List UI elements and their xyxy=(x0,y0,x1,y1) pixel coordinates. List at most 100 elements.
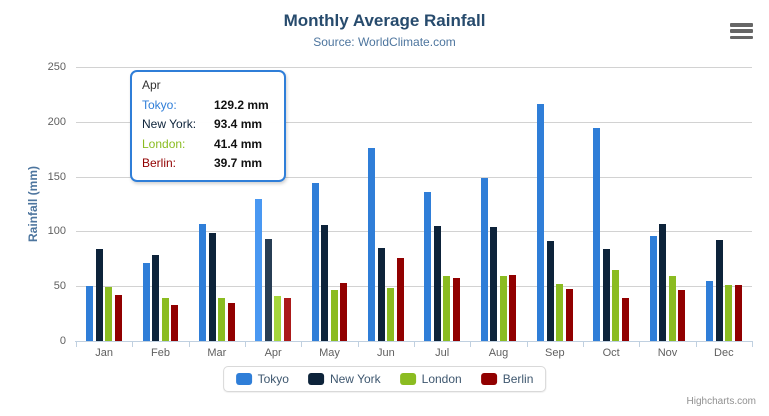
bar-berlin-mar[interactable] xyxy=(227,303,235,341)
x-axis-tick xyxy=(639,342,641,347)
legend-item-tokyo[interactable]: Tokyo xyxy=(235,372,289,386)
tooltip-row: Berlin: 39.7 mm xyxy=(142,154,274,174)
bar-newyork-oct[interactable] xyxy=(602,249,610,341)
hamburger-icon[interactable] xyxy=(730,23,753,39)
bar-newyork-mar[interactable] xyxy=(208,233,216,341)
bar-london-feb[interactable] xyxy=(161,298,169,341)
x-axis-tick xyxy=(188,342,190,347)
x-axis-tick xyxy=(357,342,359,347)
bar-newyork-aug[interactable] xyxy=(490,226,498,341)
x-tick-label: Sep xyxy=(545,347,565,359)
bar-tokyo-oct[interactable] xyxy=(593,128,601,341)
chart-title: Monthly Average Rainfall xyxy=(283,11,486,30)
bar-tokyo-jan[interactable] xyxy=(86,286,94,341)
legend-swatch-icon xyxy=(480,373,497,385)
tooltip: Apr Tokyo: 129.2 mm New York: 93.4 mm London… xyxy=(130,70,286,182)
tooltip-series-label: Tokyo: xyxy=(142,97,177,112)
legend-swatch-icon xyxy=(399,373,416,385)
x-tick-label: Jul xyxy=(435,347,450,359)
x-axis-tick xyxy=(132,342,134,347)
y-tick-label: 200 xyxy=(47,115,66,128)
bar-newyork-jun[interactable] xyxy=(377,248,385,341)
legend-swatch-icon xyxy=(307,373,324,385)
bar-newyork-jan[interactable] xyxy=(95,249,103,341)
x-tick-label: Feb xyxy=(151,347,170,359)
bar-tokyo-may[interactable] xyxy=(311,183,319,341)
x-axis-tick xyxy=(526,342,528,347)
x-tick-label: May xyxy=(319,347,340,359)
x-axis-tick xyxy=(470,342,472,347)
bar-london-apr[interactable] xyxy=(274,295,282,341)
x-axis-tick xyxy=(414,342,415,347)
bar-berlin-sep[interactable] xyxy=(565,288,573,341)
bar-tokyo-mar[interactable] xyxy=(198,224,206,341)
plot-area xyxy=(75,67,753,347)
x-tick-label: Jun xyxy=(376,347,395,359)
x-axis-line xyxy=(75,341,753,342)
x-axis-tick xyxy=(76,342,77,347)
tooltip-row: London: 41.4 mm xyxy=(142,135,274,155)
bar-newyork-jul[interactable] xyxy=(433,225,441,341)
bar-tokyo-feb[interactable] xyxy=(142,262,150,341)
tooltip-series-label: Berlin: xyxy=(142,156,177,170)
x-tick-label: Mar xyxy=(207,347,227,359)
bar-berlin-nov[interactable] xyxy=(678,289,686,341)
bar-newyork-nov[interactable] xyxy=(659,224,667,341)
y-tick-label: 50 xyxy=(53,280,66,293)
bar-london-dec[interactable] xyxy=(725,284,733,341)
bar-newyork-may[interactable] xyxy=(321,224,329,341)
x-tick-label: Apr xyxy=(264,347,282,359)
bar-london-nov[interactable] xyxy=(668,276,676,341)
legend-item-london[interactable]: London xyxy=(399,372,462,386)
bar-newyork-apr[interactable] xyxy=(264,238,272,341)
credits-link[interactable]: Highcharts.com xyxy=(686,396,756,407)
gridline-50 xyxy=(76,286,752,288)
legend-label: Berlin xyxy=(502,372,534,386)
legend-label: Tokyo xyxy=(257,372,289,386)
bar-london-jan[interactable] xyxy=(105,287,113,341)
bar-london-jul[interactable] xyxy=(443,276,451,341)
bar-berlin-jul[interactable] xyxy=(453,278,461,341)
bar-london-jun[interactable] xyxy=(387,288,395,341)
tooltip-category: Apr xyxy=(142,78,161,92)
y-tick-label: 0 xyxy=(59,335,66,347)
bar-tokyo-nov[interactable] xyxy=(649,236,657,341)
bar-london-mar[interactable] xyxy=(218,297,226,341)
gridline-100 xyxy=(76,231,752,233)
bar-newyork-dec[interactable] xyxy=(715,239,723,341)
x-tick-label: Nov xyxy=(657,347,678,359)
bar-london-oct[interactable] xyxy=(612,269,620,341)
bar-berlin-jan[interactable] xyxy=(115,294,123,341)
bar-berlin-may[interactable] xyxy=(340,283,348,341)
tooltip-value: 129.2 mm xyxy=(214,97,269,112)
bar-tokyo-dec[interactable] xyxy=(705,281,713,341)
bar-tokyo-jun[interactable] xyxy=(367,148,375,341)
x-axis-tick xyxy=(301,342,303,347)
bar-berlin-apr[interactable] xyxy=(284,297,292,341)
x-axis-tick xyxy=(695,342,697,347)
bar-tokyo-apr[interactable] xyxy=(255,199,263,341)
bar-berlin-feb[interactable] xyxy=(171,304,179,341)
legend-item-newyork[interactable]: New York xyxy=(307,372,381,386)
bar-berlin-oct[interactable] xyxy=(622,298,630,341)
bar-tokyo-sep[interactable] xyxy=(536,103,544,341)
bar-berlin-dec[interactable] xyxy=(734,285,742,341)
bar-newyork-feb[interactable] xyxy=(152,254,160,341)
tooltip-value: 41.4 mm xyxy=(214,136,263,151)
bar-london-sep[interactable] xyxy=(556,283,564,341)
bar-berlin-jun[interactable] xyxy=(396,258,404,341)
chart-subtitle: Source: WorldClimate.com xyxy=(313,35,456,49)
bar-london-may[interactable] xyxy=(330,289,338,341)
bar-tokyo-jul[interactable] xyxy=(424,192,432,341)
bar-newyork-sep[interactable] xyxy=(546,241,554,341)
x-tick-label: Aug xyxy=(488,347,509,359)
legend-item-berlin[interactable]: Berlin xyxy=(480,372,534,386)
bar-london-aug[interactable] xyxy=(499,275,507,341)
bar-tokyo-aug[interactable] xyxy=(480,178,488,341)
y-tick-label: 100 xyxy=(47,225,66,238)
bar-berlin-aug[interactable] xyxy=(509,274,517,341)
gridline-250 xyxy=(76,67,752,68)
legend-swatch-icon xyxy=(235,373,252,385)
legend: Tokyo New York London Berlin xyxy=(222,366,547,392)
